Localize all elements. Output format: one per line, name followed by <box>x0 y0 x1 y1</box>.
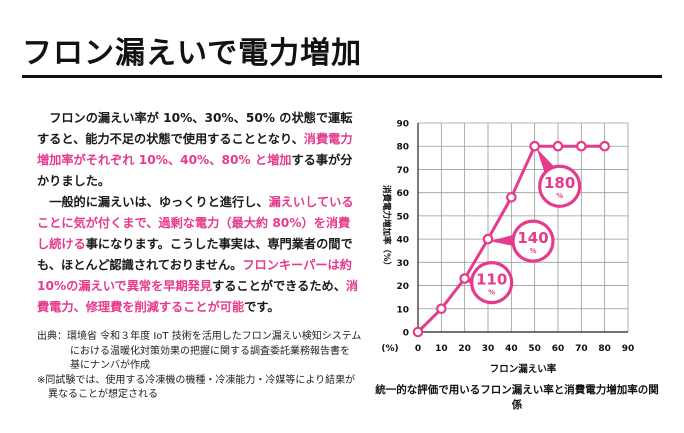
source-label: 出典： <box>37 331 67 342</box>
y-axis-label: 消費電力増加率（%） <box>381 185 392 270</box>
data-point <box>459 273 470 284</box>
highlight-text: 消費電力増加率がそれぞれ 10%、40%、80% と増加 <box>37 132 353 167</box>
paragraph-text: フロンの漏えい率が 10%、30%、50% の状態で運転すると、能力不足の状態で… <box>37 111 353 146</box>
y-tick-label: 10 <box>396 305 409 315</box>
paragraph-text: 事になります。こうした事実は、専門業者の間でも、ほとんど認識されておりません。 <box>37 237 353 272</box>
data-point <box>599 140 610 152</box>
callout-bubble <box>538 164 582 208</box>
x-tick-label: 30 <box>482 344 495 354</box>
data-point <box>482 233 494 245</box>
body-text: フロンの漏えい率が 10%、30%、50% の状態で運転すると、能力不足の状態で… <box>37 108 362 318</box>
y-tick-label: 60 <box>396 189 409 199</box>
source-line-2: における温暖化対策効果の把握に関する調査委託業務報告書を <box>70 345 350 357</box>
x-tick-label: 0 <box>415 344 421 354</box>
x-tick-label: 90 <box>622 344 635 354</box>
data-point <box>552 140 564 152</box>
x-tick-label: 80 <box>598 344 611 354</box>
paragraph-text: です。 <box>244 300 280 314</box>
paragraph-text: することができるため、 <box>212 279 346 293</box>
page-title: フロン漏えいで電力増加 <box>22 36 363 71</box>
source-note: 出典： 環境省 令和３年度 IoT 技術を活用したフロン漏えい検知システム にお… <box>37 330 362 403</box>
callout-bubble <box>470 260 514 305</box>
data-point <box>412 326 424 338</box>
callout-value: 110 <box>476 271 507 289</box>
paragraph-1: フロンの漏えい率が 10%、30%、50% の状態で運転すると、能力不足の状態で… <box>37 108 362 192</box>
x-tick-label: 50 <box>528 344 541 354</box>
callout-tail <box>490 234 516 247</box>
callout-unit: % <box>488 289 495 297</box>
y-tick-label: 30 <box>396 259 409 269</box>
y-tick-label: 50 <box>396 212 409 222</box>
data-point <box>436 303 447 315</box>
x-unit-label: (%) <box>381 344 398 354</box>
highlight-text: フロンキーパーは約 10%の漏えいで異常を早期発見 <box>37 258 352 293</box>
y-tick-label: 90 <box>396 120 409 130</box>
data-point <box>529 140 540 152</box>
callout-unit: % <box>556 192 563 200</box>
y-tick-label: 20 <box>396 282 409 292</box>
x-tick-label: 20 <box>458 344 471 354</box>
source-line-3: 基にナンバが作成 <box>70 360 150 371</box>
callout-value: 180 <box>544 174 575 192</box>
callout-unit: % <box>529 247 536 255</box>
x-tick-label: 10 <box>435 344 448 354</box>
callout-bubble <box>511 219 555 263</box>
y-tick-label: 80 <box>396 143 409 153</box>
x-tick-label: 40 <box>505 344 518 354</box>
x-tick-label: 60 <box>552 344 565 354</box>
chart: 0 10 20 30 40 50 60 70 80 90 0 10 20 30 40 50 60 70 80 90 (%… <box>381 120 635 376</box>
note-line-1: ※同試験では、使用する冷凍機の機種・冷凍能力・冷媒等により結果が <box>37 374 356 386</box>
highlight-text: 漏えいしていることに気が付くまで、過剰な電力（最大約 80%）を消費し続ける <box>37 195 354 251</box>
highlight-text: 消費電力、修理費を削減することが可能 <box>37 279 359 314</box>
paragraph-text: する事が分かりました。 <box>37 153 353 188</box>
callout-value: 140 <box>517 229 548 247</box>
y-tick-label: 0 <box>403 329 409 339</box>
title-divider <box>22 75 662 78</box>
y-tick-label: 70 <box>396 166 409 176</box>
data-point <box>576 140 587 152</box>
data-point <box>506 192 517 203</box>
paragraph-text: 一般的に漏えいは、ゆっくりと進行し、 <box>49 195 269 209</box>
note-line-2: 異なることが想定される <box>48 389 158 400</box>
source-line-1: 環境省 令和３年度 IoT 技術を活用したフロン漏えい検知システム <box>67 331 362 342</box>
chart-caption: 統一的な評価で用いるフロン漏えい率と消費電力増加率の関係 <box>375 384 659 411</box>
paragraph-2: 一般的に漏えいは、ゆっくりと進行し、漏えいしていることに気が付くまで、過剰な電力… <box>37 192 362 318</box>
y-tick-label: 40 <box>396 236 409 246</box>
x-axis-label: フロン漏えい率 <box>490 363 557 375</box>
x-tick-label: 70 <box>575 344 588 354</box>
